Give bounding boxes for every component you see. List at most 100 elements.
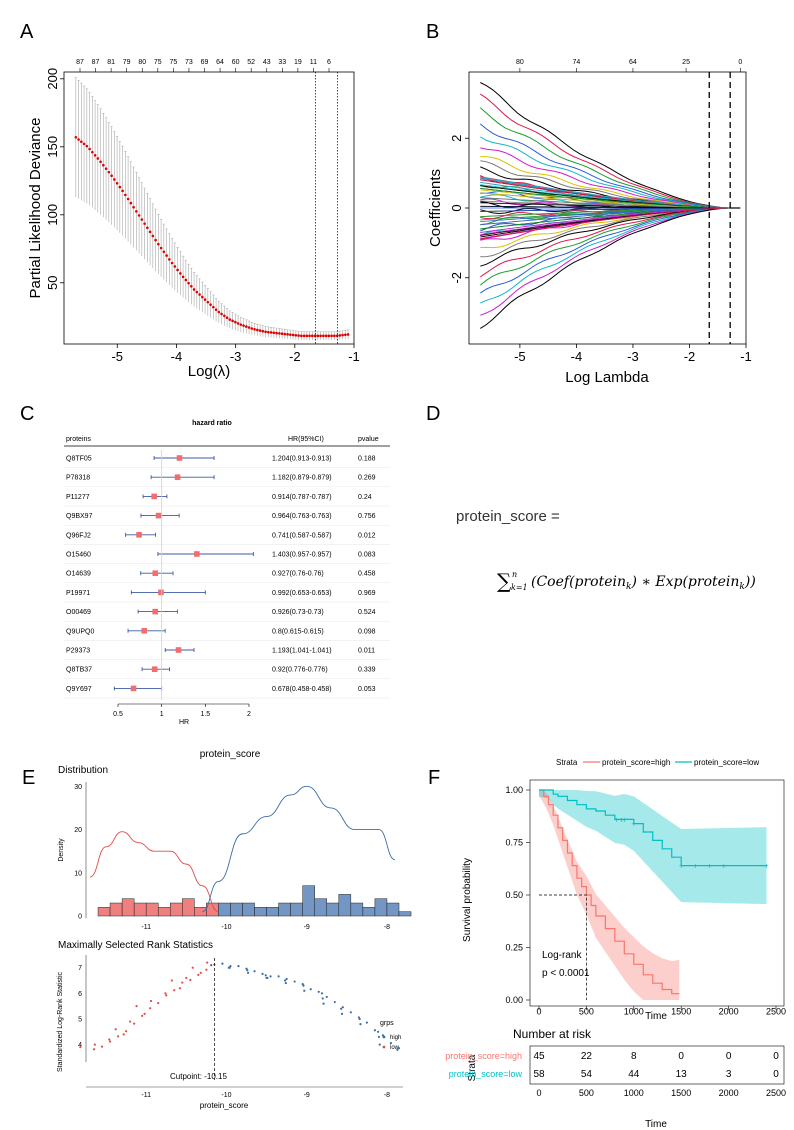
panel-f-risk-xlabel: Time (645, 1119, 667, 1130)
panel-b-xtick-label: -3 (627, 349, 639, 364)
panel-b-coef-path (479, 123, 730, 209)
panel-a-point (206, 300, 210, 304)
panel-c-protein: P19971 (66, 590, 90, 597)
panel-c-hr-point (141, 628, 147, 634)
panel-a-point (228, 318, 232, 321)
panel-e-stat-point-high (317, 990, 320, 993)
panel-a-point (137, 214, 141, 217)
panel-a-top-tick-label: 64 (216, 59, 224, 66)
panel-a-point (118, 185, 122, 189)
panel-a-point (198, 293, 201, 296)
panel-e-stat-point-high (261, 972, 264, 975)
panel-c-pvalue: 0.458 (358, 571, 376, 578)
panel-a-point (157, 242, 160, 246)
panel-d-k2: k (739, 582, 744, 592)
panel-c-col-p: pvalue (358, 436, 379, 443)
panel-b-xtick-label: -5 (514, 349, 526, 364)
panel-a-point (264, 330, 267, 334)
panel-f-censor-low: + (679, 862, 684, 871)
panel-c-protein: Q8TF05 (66, 456, 92, 463)
panel-e-stat-point-low (206, 961, 209, 964)
panel-label-c: C (20, 403, 34, 425)
panel-b-coef-path (480, 188, 730, 209)
panel-c-pvalue: 0.269 (358, 475, 376, 482)
panel-a-point (214, 308, 218, 312)
panel-b-coef-path (480, 207, 730, 226)
panel-a-top-tick-label: 87 (76, 59, 84, 66)
panel-a-xtick-label: -1 (348, 349, 360, 364)
panel-a-top-tick-label: 80 (138, 59, 146, 66)
panel-e-stat-ytick-label: 7 (78, 965, 82, 972)
panel-d-sum: ∑ (497, 569, 512, 593)
panel-f-censor-low: + (622, 815, 627, 824)
panel-f-axes: 1.00 0.75 0.50 0.25 0.00 0 500 1000 1500 2000 2500 (505, 779, 786, 1016)
panel-a-point (322, 334, 325, 338)
panel-a-point (77, 138, 80, 141)
panel-a-chart: Partial Likelihood Deviance Log(λ) 87 87 8… (27, 59, 360, 380)
panel-a-point (146, 226, 149, 230)
panel-f-ytick-label: 0.50 (505, 890, 523, 900)
panel-e-stat-point-high (359, 1023, 362, 1026)
panel-a-point (184, 278, 188, 282)
panel-a-point (250, 327, 254, 330)
panel-a-point (121, 189, 124, 193)
panel-f-censor-low: + (707, 862, 712, 871)
panel-e-stat-point-low (185, 976, 188, 980)
panel-e-stat-point-high (264, 974, 267, 977)
panel-a-point (269, 331, 273, 334)
panel-a-point (261, 329, 265, 333)
panel-e-density-xtick-label: -8 (384, 924, 390, 931)
panel-e-stat-point-high (377, 1035, 381, 1039)
panel-e-stat-point-low (117, 1035, 120, 1038)
panel-e-hist-high (398, 911, 412, 917)
panel-a-point (344, 333, 347, 337)
panel-f-risk-title: Number at risk (513, 1027, 592, 1041)
panel-a-frame (63, 71, 355, 345)
panel-b-top-ticks: 80 74 64 25 0 (516, 59, 742, 72)
panel-e-stat-point-high (341, 1006, 344, 1009)
panel-f-pval: p < 0.0001 (542, 968, 590, 979)
panel-a-point (168, 258, 171, 261)
panel-c-pvalue: 0.756 (358, 513, 376, 520)
panel-a-point (256, 328, 259, 332)
panel-e-stat-point-high (309, 988, 312, 991)
panel-e-stat-point-high (340, 1012, 344, 1015)
panel-e-stat-point-high (266, 976, 269, 980)
panel-a-top-tick-label: 75 (154, 59, 162, 66)
panel-f-censor-low: + (619, 815, 624, 824)
panel-f-ylabel: Survival probability (462, 858, 473, 942)
panel-a-point (154, 238, 157, 242)
panel-b-coef-path (480, 176, 730, 209)
panel-c-hr-text: 1.204(0.913-0.913) (272, 456, 332, 463)
panel-c-hr-point (194, 551, 200, 557)
panel-f-strata-label: Strata (556, 758, 578, 767)
panel-a-top-ticks: 87 87 81 79 80 75 75 73 69 64 60 52 43 33 19 11 6 (76, 59, 331, 72)
panel-f-xtick-label: 1000 (624, 1006, 644, 1016)
panel-c-protein: Q96FJ2 (66, 532, 91, 539)
panel-b-coef-path (480, 207, 730, 240)
panel-e-hist-high (350, 902, 364, 917)
panel-a-point (346, 333, 350, 336)
panel-c-protein: O00469 (66, 609, 91, 616)
panel-f-risk-high-value: 0 (773, 1051, 779, 1062)
panel-e-sub-bottom: Maximally Selected Rank Statistics (58, 940, 213, 951)
panel-e-hist-low (194, 907, 207, 917)
panel-a-point (176, 268, 179, 272)
panel-a-point (93, 154, 97, 157)
panel-a-point (338, 334, 342, 337)
panel-a-ytick-label: 200 (45, 68, 60, 90)
panel-b-axes: -5 -4 -3 -2 -1 2 0 -2 (449, 135, 752, 364)
panel-d-sup: n (512, 570, 517, 579)
panel-a-top-tick-label: 11 (310, 59, 317, 66)
panel-a-point (225, 316, 229, 320)
panel-e-stat-point-high (365, 1021, 368, 1024)
panel-f-risk-xtick-label: 2000 (719, 1088, 739, 1098)
panel-e-stat-point-high (377, 1030, 380, 1033)
panel-a-top-tick-label: 43 (263, 59, 271, 66)
panel-a-point (115, 181, 119, 185)
panel-f-curve-low (539, 789, 767, 867)
panel-e-cutpoint: Cutpoint: -10.15 (170, 1072, 227, 1081)
panel-e-stat-point-high (283, 979, 287, 982)
panel-b-coef-path (480, 82, 730, 209)
panel-e-density-low (89, 831, 219, 913)
